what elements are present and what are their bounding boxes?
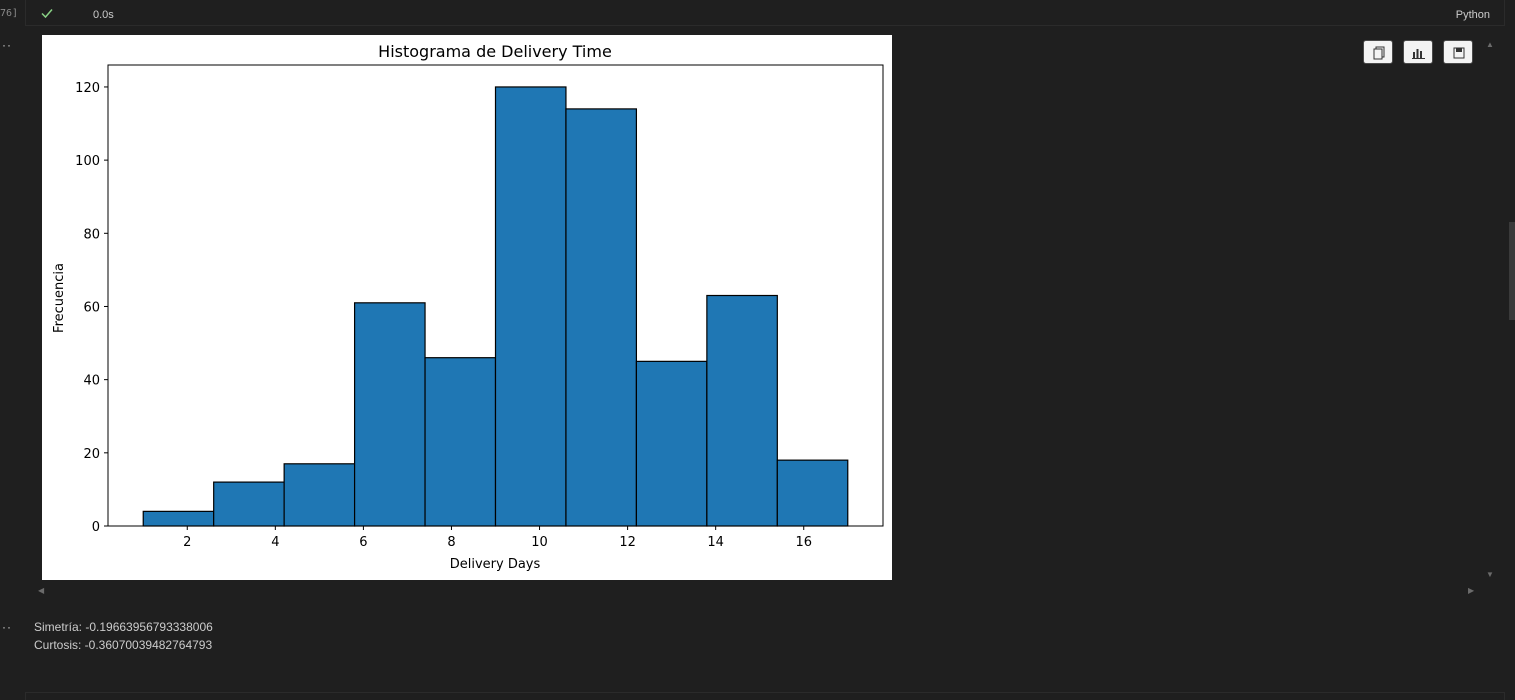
save-icon xyxy=(1453,47,1465,59)
x-tick-label: 14 xyxy=(707,535,724,550)
copy-icon xyxy=(1373,46,1385,60)
kernel-language[interactable]: Python xyxy=(1455,9,1490,21)
output-line-symmetry: Simetría: -0.19663956793338006 xyxy=(34,620,213,634)
histogram-bar xyxy=(353,302,426,527)
x-tick-label: 6 xyxy=(359,535,367,550)
stream-more-actions-icon[interactable]: ·· xyxy=(2,620,12,634)
copy-output-button[interactable] xyxy=(1363,40,1393,64)
histogram-figure: Histograma de Delivery Time Frecuencia D… xyxy=(42,35,892,580)
histogram-bar xyxy=(142,510,215,527)
histogram-bar xyxy=(283,463,356,527)
output-more-actions-icon[interactable]: ·· xyxy=(2,38,12,52)
chart-icon xyxy=(1412,49,1425,59)
y-tick-label: 0 xyxy=(92,520,100,535)
x-axis-label: Delivery Days xyxy=(450,557,541,572)
x-tick-label: 12 xyxy=(619,535,636,550)
y-axis-label: Frecuencia xyxy=(52,263,67,333)
save-output-button[interactable] xyxy=(1443,40,1473,64)
scroll-right-icon[interactable]: ▶ xyxy=(1468,586,1475,595)
plot-area-frame xyxy=(107,64,884,527)
y-tick-label: 20 xyxy=(83,447,100,462)
histogram-bar xyxy=(494,86,567,527)
x-tick-label: 16 xyxy=(795,535,812,550)
check-icon xyxy=(41,9,53,19)
histogram-bar xyxy=(213,481,285,527)
y-tick-label: 80 xyxy=(83,227,100,242)
y-tick-label: 100 xyxy=(75,154,100,169)
x-tick-label: 8 xyxy=(447,535,455,550)
histogram-bar xyxy=(706,294,778,527)
histogram-bar xyxy=(565,108,638,527)
histogram-bar xyxy=(776,459,849,527)
execution-count: 76] xyxy=(0,8,19,19)
scroll-left-icon[interactable]: ◀ xyxy=(38,586,45,595)
chart-output-button[interactable] xyxy=(1403,40,1433,64)
execution-duration: 0.0s xyxy=(93,9,114,21)
y-tick-label: 60 xyxy=(83,300,100,315)
vertical-scrollbar[interactable] xyxy=(1509,222,1515,320)
y-tick-label: 120 xyxy=(75,81,100,96)
x-tick-label: 10 xyxy=(531,535,548,550)
histogram-bar xyxy=(635,360,708,527)
next-cell-border xyxy=(25,692,1505,700)
chart-title: Histograma de Delivery Time xyxy=(378,42,612,61)
scroll-up-icon[interactable]: ▲ xyxy=(1486,40,1494,49)
x-tick-label: 4 xyxy=(271,535,279,550)
scroll-down-icon[interactable]: ▼ xyxy=(1486,570,1494,579)
histogram-bar xyxy=(424,357,497,527)
output-line-kurtosis: Curtosis: -0.36070039482764793 xyxy=(34,638,213,652)
y-tick-label: 40 xyxy=(83,374,100,389)
cell-status-bar: 0.0s Python xyxy=(25,0,1505,26)
histogram-chart: Histograma de Delivery Time Frecuencia D… xyxy=(52,42,884,572)
x-tick-label: 2 xyxy=(183,535,191,550)
